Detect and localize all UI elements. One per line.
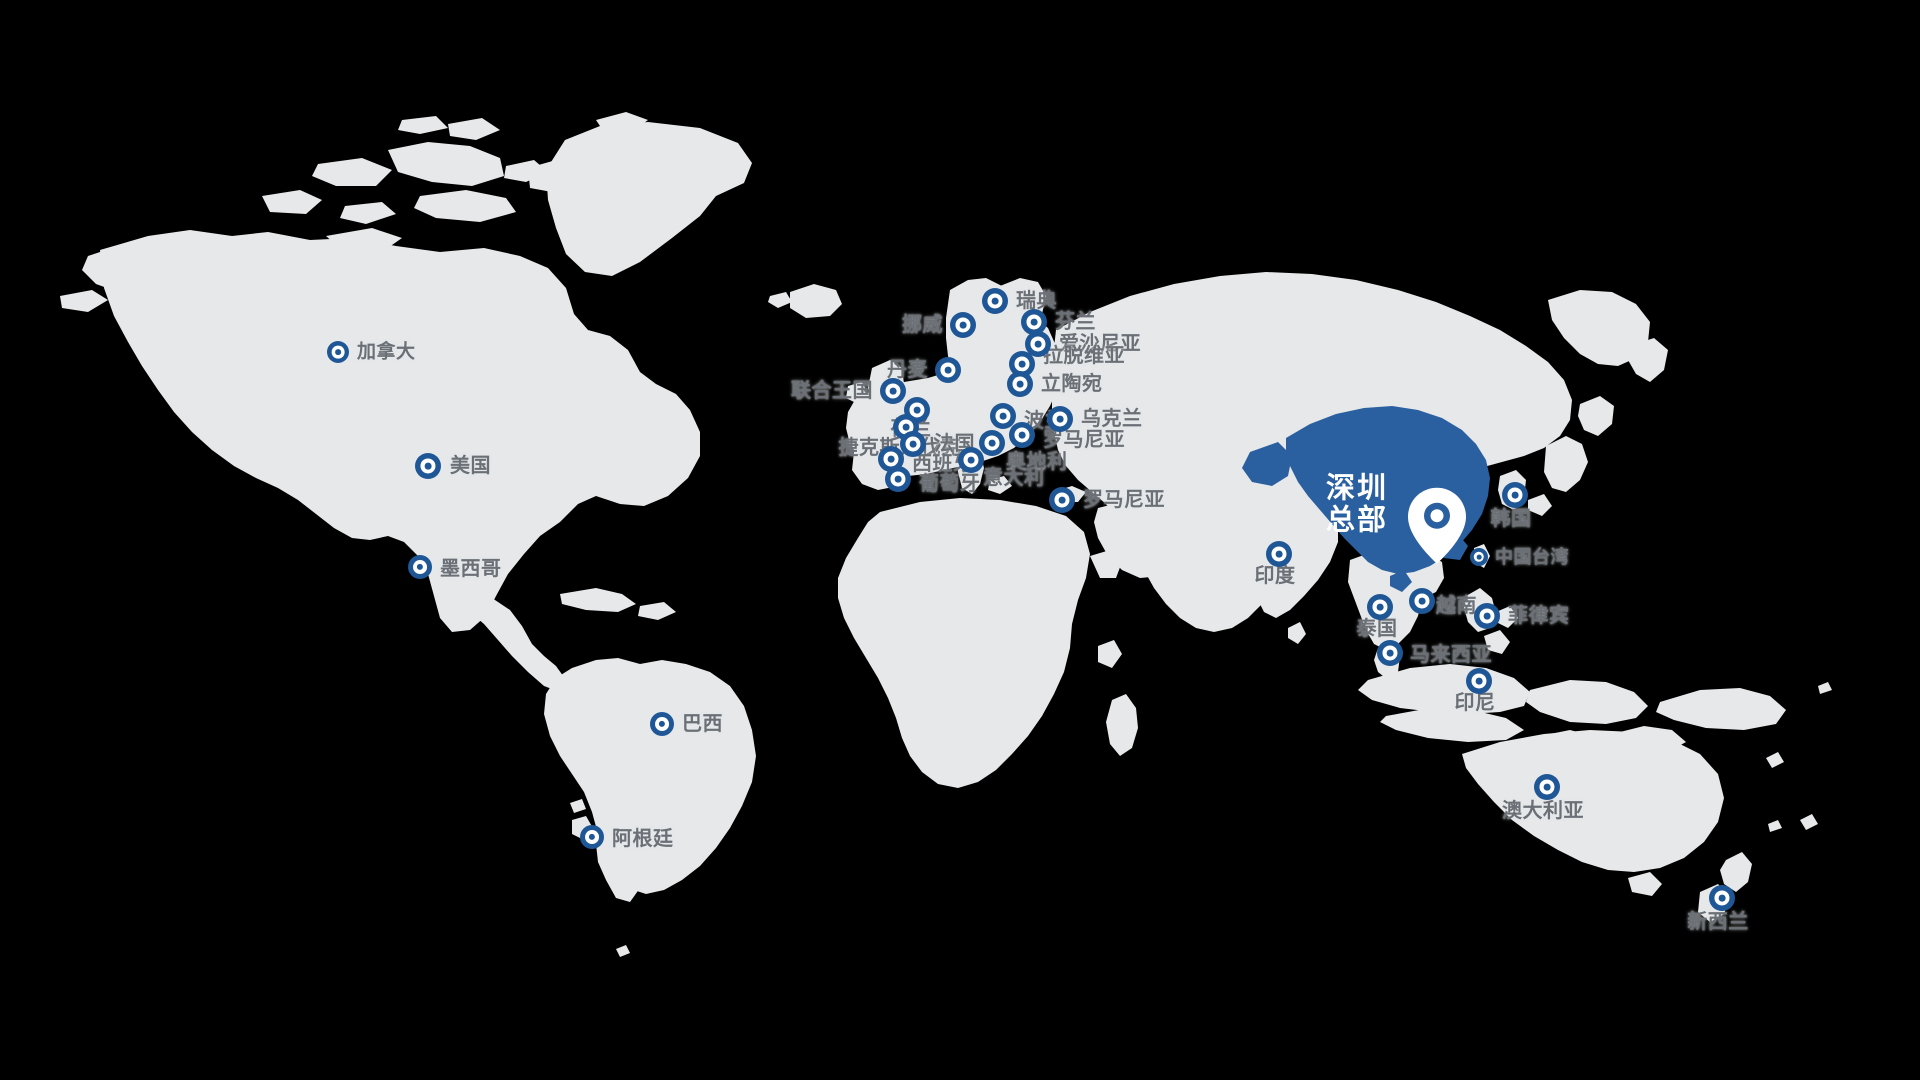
marker-dot-icon	[408, 555, 432, 579]
map-pin-icon	[1406, 486, 1468, 571]
marker-dot-icon	[1367, 594, 1393, 620]
marker-dot-icon	[990, 403, 1016, 429]
marker-dot-icon	[1047, 406, 1073, 432]
marker-dot-icon	[1266, 541, 1292, 567]
marker-dot-icon	[1409, 588, 1435, 614]
land-masses	[60, 112, 1832, 957]
marker-dot-icon	[580, 825, 604, 849]
marker-dot-icon	[950, 312, 976, 338]
marker-dot-icon	[1007, 371, 1033, 397]
marker-dot-icon	[1466, 668, 1492, 694]
marker-dot-icon	[1502, 482, 1528, 508]
marker-dot-icon	[958, 447, 984, 473]
marker-dot-icon	[1049, 487, 1075, 513]
marker-dot-icon	[935, 357, 961, 383]
marker-dot-icon	[982, 288, 1008, 314]
marker-dot-icon	[900, 431, 926, 457]
marker-dot-icon	[880, 378, 906, 404]
marker-dot-icon	[1009, 422, 1035, 448]
marker-dot-icon	[979, 430, 1005, 456]
marker-dot-icon	[1534, 774, 1560, 800]
marker-dot-icon	[327, 341, 349, 363]
marker-dot-icon	[1709, 885, 1735, 911]
marker-dot-icon	[1377, 640, 1403, 666]
marker-dot-icon	[1470, 548, 1488, 566]
marker-dot-icon	[415, 453, 441, 479]
marker-dot-icon	[650, 712, 674, 736]
marker-dot-icon	[1474, 603, 1500, 629]
marker-dot-icon	[885, 466, 911, 492]
